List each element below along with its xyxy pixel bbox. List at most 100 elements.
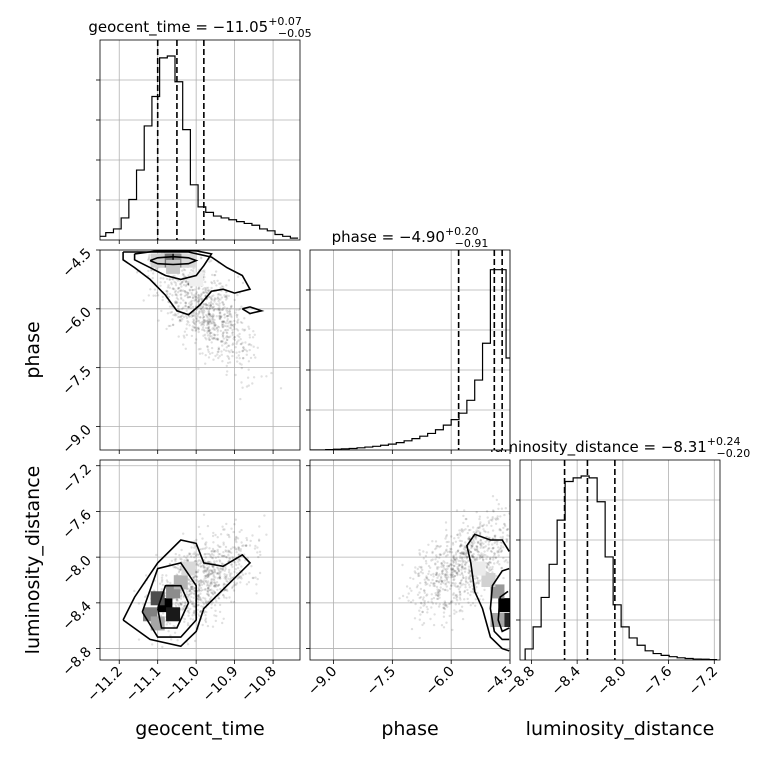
scatter-point [477, 530, 480, 533]
scatter-point [435, 546, 438, 549]
scatter-point [184, 284, 188, 288]
scatter-point [145, 574, 148, 577]
scatter-point [245, 350, 249, 353]
panel-frame [309, 459, 511, 661]
scatter-point [221, 308, 224, 311]
scatter-point [226, 318, 229, 321]
scatter-point [456, 533, 460, 536]
scatter-point [434, 562, 437, 565]
scatter-point [191, 305, 195, 309]
scatter-point [499, 541, 502, 544]
scatter-point [204, 556, 207, 559]
scatter-point [427, 578, 431, 582]
scatter-point [476, 579, 480, 582]
scatter-point [201, 580, 204, 584]
scatter-point [180, 319, 183, 323]
scatter-point [456, 550, 460, 553]
scatter-point [244, 341, 247, 344]
scatter-point [503, 522, 506, 526]
scatter-point [430, 606, 433, 609]
scatter-point [460, 571, 464, 574]
scatter-point [255, 583, 258, 586]
scatter-point [224, 295, 228, 298]
scatter-point [218, 304, 221, 308]
scatter-point [197, 598, 200, 601]
scatter-point [170, 638, 173, 641]
scatter-point [194, 329, 197, 332]
scatter-point [211, 302, 215, 306]
x-tick-label: −11.1 [123, 664, 165, 706]
scatter-point [241, 328, 244, 331]
scatter-point [187, 315, 191, 318]
ylabel-luminosity-distance: luminosity_distance [22, 466, 44, 655]
scatter-point [148, 254, 151, 257]
scatter-point [469, 580, 472, 583]
scatter-point [221, 320, 225, 324]
scatter-point [211, 547, 215, 551]
scatter-point [444, 588, 447, 592]
scatter-point [223, 528, 226, 531]
scatter-point [216, 544, 220, 547]
scatter-point [220, 340, 223, 343]
scatter-point [235, 328, 238, 331]
scatter-point [196, 563, 200, 567]
scatter-point [211, 306, 214, 309]
scatter-point [203, 553, 206, 556]
scatter-point [462, 552, 465, 555]
scatter-point [499, 515, 502, 518]
scatter-point [219, 312, 222, 315]
scatter-point [207, 329, 211, 333]
scatter-point [237, 553, 240, 557]
scatter-point [205, 304, 208, 307]
scatter-point [453, 564, 456, 568]
scatter-point [488, 569, 491, 572]
scatter-point [237, 275, 240, 278]
scatter-point [241, 573, 245, 576]
scatter-point [492, 509, 495, 512]
scatter-point [201, 537, 204, 540]
scatter-point [207, 325, 211, 328]
scatter-point [142, 299, 145, 302]
scatter-point [202, 581, 206, 584]
scatter-point [181, 601, 184, 604]
x-tick-label: −11.0 [161, 664, 203, 706]
scatter-point [206, 345, 209, 349]
scatter-point [487, 536, 491, 539]
scatter-point [225, 550, 228, 553]
scatter-point [449, 587, 452, 590]
scatter-point [500, 549, 504, 552]
scatter-point [179, 282, 182, 285]
scatter-point [461, 610, 464, 613]
scatter-point [442, 552, 445, 556]
scatter-point [176, 316, 180, 319]
scatter-point [218, 576, 222, 580]
scatter-point [221, 322, 224, 326]
scatter-point [214, 583, 217, 586]
scatter-point [461, 552, 465, 556]
scatter-point [203, 276, 206, 279]
scatter-point [200, 322, 203, 326]
scatter-point [208, 314, 211, 317]
density-cell [166, 607, 181, 622]
scatter-point [217, 596, 220, 600]
scatter-point [209, 554, 212, 557]
scatter-point [506, 561, 509, 564]
scatter-point [223, 295, 227, 299]
scatter-point [427, 564, 431, 568]
scatter-point [455, 556, 458, 560]
scatter-point [207, 321, 210, 324]
scatter-point [227, 294, 230, 298]
scatter-point [210, 579, 213, 582]
scatter-point [192, 604, 195, 608]
scatter-point [456, 585, 459, 589]
scatter-point [193, 604, 196, 608]
scatter-point [458, 529, 461, 532]
scatter-point [208, 320, 211, 323]
scatter-point [459, 543, 463, 547]
x-tick-label: −10.8 [238, 664, 280, 706]
scatter-point [178, 320, 181, 323]
scatter-point [210, 588, 213, 591]
scatter-point [496, 561, 499, 564]
scatter-point [481, 546, 485, 549]
